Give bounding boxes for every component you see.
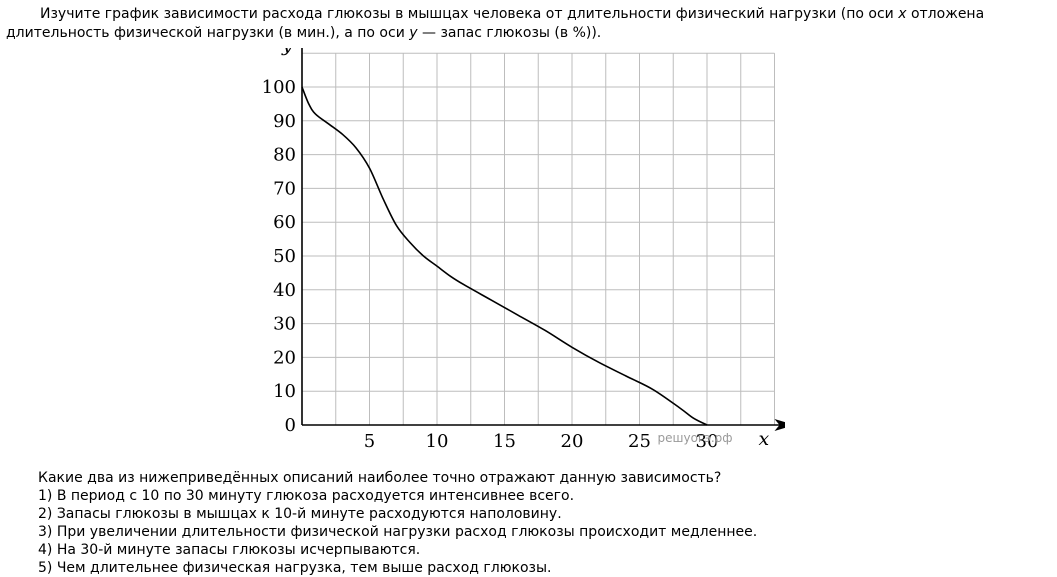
option-5: 5) Чем длительнее физическая нагрузка, т… — [38, 560, 552, 576]
y-tick-label: 40 — [273, 280, 296, 301]
y-tick-label: 30 — [273, 314, 296, 335]
x-tick-label: 30 — [696, 431, 719, 452]
y-tick-label: 80 — [273, 145, 296, 166]
series-line — [301, 86, 708, 426]
option-4: 4) На 30-й минуте запасы глюкозы исчерпы… — [38, 542, 421, 558]
option-2: 2) Запасы глюкозы в мышцах к 10-й минуте… — [38, 506, 562, 522]
y-tick-label: 70 — [273, 178, 296, 199]
question-block: Какие два из нижеприведённых описаний на… — [38, 469, 1048, 577]
x-tick-label: 10 — [426, 431, 449, 452]
x-axis-arrow — [774, 419, 785, 431]
intro-text-3: длительность физической нагрузки (в мин.… — [6, 25, 410, 41]
y-tick-label: 60 — [273, 212, 296, 233]
option-1: 1) В период с 10 по 30 минуту глюкоза ра… — [38, 488, 575, 504]
intro-line-2: длительность физической нагрузки (в мин.… — [6, 25, 601, 41]
x-axis-label: x — [759, 428, 770, 450]
x-tick-label: 5 — [364, 431, 375, 452]
intro-text-1: Изучите график зависимости расхода глюко… — [40, 6, 899, 22]
y-tick-label: 0 — [285, 415, 296, 436]
x-tick-label: 15 — [493, 431, 516, 452]
intro-text-4: — запас глюкозы (в %)). — [417, 25, 602, 41]
intro-line-1: Изучите график зависимости расхода глюко… — [6, 5, 1051, 24]
glucose-chart: 5 10 15 20 25 30 0 10 20 30 40 50 60 70 80 90 100 x y ре… — [262, 48, 785, 452]
y-tick-label: 100 — [262, 77, 296, 98]
y-tick-label: 50 — [273, 246, 296, 267]
x-tick-label: 20 — [561, 431, 584, 452]
y-tick-label: 20 — [273, 347, 296, 368]
intro-var-y: y — [409, 25, 418, 41]
intro-var-x: x — [898, 6, 907, 22]
intro-text-2: отложена — [906, 6, 985, 22]
y-tick-label: 90 — [273, 111, 296, 132]
option-3: 3) При увеличении длительности физическо… — [38, 524, 758, 540]
question-prompt: Какие два из нижеприведённых описаний на… — [38, 470, 722, 486]
chart-grid — [302, 52, 775, 425]
chart-ticks: 5 10 15 20 25 30 0 10 20 30 40 50 60 70 80 90 100 — [262, 77, 719, 452]
x-tick-label: 25 — [628, 431, 651, 452]
watermark: решуогэ.рф — [658, 431, 733, 445]
chart-axes — [301, 48, 785, 431]
y-tick-label: 10 — [273, 381, 296, 402]
y-axis-label: y — [281, 48, 293, 56]
task-intro: Изучите график зависимости расхода глюко… — [6, 5, 1051, 43]
